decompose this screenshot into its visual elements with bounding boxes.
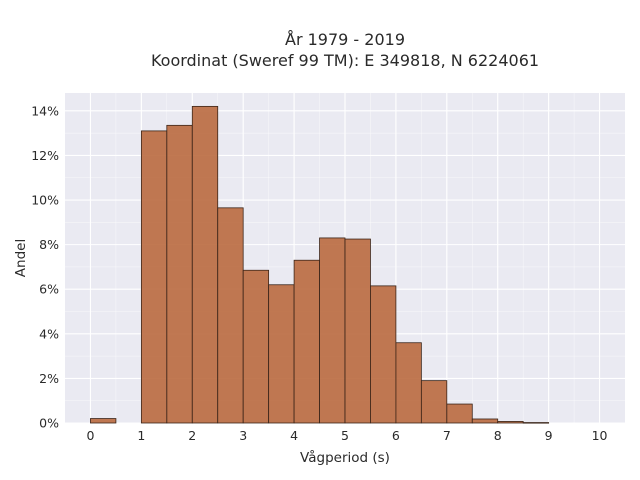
- histogram-bar: [191, 105, 219, 424]
- histogram-bar: [293, 259, 320, 424]
- histogram-bar: [268, 284, 295, 424]
- x-tick-label: 4: [290, 428, 298, 443]
- x-tick-label: 8: [494, 428, 502, 443]
- y-tick-label: 6%: [39, 282, 59, 297]
- y-tick-label: 8%: [39, 237, 59, 252]
- histogram-bar: [471, 418, 499, 424]
- x-tick-label: 2: [188, 428, 196, 443]
- histogram-bar: [370, 285, 397, 424]
- x-tick-label: 5: [341, 428, 349, 443]
- y-tick-label: 10%: [31, 193, 59, 208]
- x-tick-label: 10: [592, 428, 608, 443]
- y-tick-label: 0%: [39, 416, 59, 431]
- x-tick-label: 9: [545, 428, 553, 443]
- y-tick-label: 14%: [31, 103, 59, 118]
- histogram-bar: [522, 422, 550, 424]
- histogram-bar: [497, 421, 524, 424]
- y-axis-label: Andel: [13, 239, 29, 277]
- x-tick-label: 3: [239, 428, 247, 443]
- chart-title-line2: Koordinat (Sweref 99 TM): E 349818, N 62…: [151, 51, 539, 70]
- histogram-bar: [90, 418, 117, 424]
- x-tick-label: 1: [137, 428, 145, 443]
- histogram-bar: [319, 237, 346, 424]
- y-axis-ticks: 0% 2% 4% 6% 8% 10% 12% 14%: [31, 103, 59, 430]
- histogram-bar: [166, 124, 193, 424]
- x-tick-label: 6: [392, 428, 400, 443]
- x-tick-label: 0: [86, 428, 94, 443]
- x-tick-label: 7: [443, 428, 451, 443]
- histogram-bar: [344, 238, 371, 424]
- y-tick-label: 12%: [31, 148, 59, 163]
- y-tick-label: 2%: [39, 371, 59, 386]
- x-axis-label: Vågperiod (s): [300, 449, 390, 466]
- bars: [90, 105, 550, 424]
- histogram-bar: [420, 380, 448, 424]
- histogram-bar: [217, 207, 244, 424]
- histogram-bar: [140, 130, 168, 424]
- histogram-bar: [242, 269, 270, 424]
- x-axis-ticks: 0 1 2 3 4 5 6 7 8 9 10: [86, 428, 607, 443]
- y-tick-label: 4%: [39, 326, 59, 341]
- histogram-bar: [446, 403, 473, 424]
- chart-title-line1: År 1979 - 2019: [285, 30, 405, 49]
- histogram-bar: [395, 342, 422, 424]
